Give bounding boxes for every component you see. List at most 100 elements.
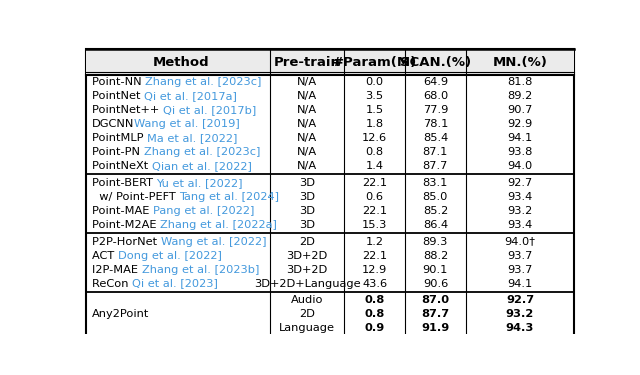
Text: PointNeXt: PointNeXt: [92, 161, 152, 171]
Text: 87.0: 87.0: [421, 296, 449, 306]
FancyBboxPatch shape: [86, 50, 574, 75]
Text: 3D+2D+Language: 3D+2D+Language: [254, 279, 360, 289]
Text: 93.2: 93.2: [506, 309, 534, 320]
Text: 64.9: 64.9: [423, 77, 448, 87]
Text: 92.7: 92.7: [508, 178, 532, 188]
Text: P2P-HorNet: P2P-HorNet: [92, 237, 161, 247]
Text: Point-BERT: Point-BERT: [92, 178, 157, 188]
Text: 83.1: 83.1: [422, 178, 448, 188]
Text: 22.1: 22.1: [362, 251, 387, 261]
Text: Method: Method: [152, 56, 209, 69]
Text: 1.5: 1.5: [365, 105, 384, 115]
Text: 90.1: 90.1: [422, 265, 448, 274]
Text: 81.8: 81.8: [508, 77, 532, 87]
Text: Zhang et al. [2022a]: Zhang et al. [2022a]: [160, 220, 277, 230]
Text: 94.0: 94.0: [508, 161, 532, 171]
Text: Language: Language: [279, 324, 335, 333]
Text: N/A: N/A: [297, 147, 317, 157]
FancyBboxPatch shape: [86, 50, 574, 338]
Text: Qi et al. [2017b]: Qi et al. [2017b]: [163, 105, 256, 115]
Text: I2P-MAE: I2P-MAE: [92, 265, 141, 274]
Text: 85.4: 85.4: [423, 133, 448, 143]
Text: Qian et al. [2022]: Qian et al. [2022]: [152, 161, 252, 171]
Text: 2D: 2D: [300, 237, 315, 247]
Text: 3.5: 3.5: [365, 91, 384, 101]
Text: 87.7: 87.7: [421, 309, 449, 320]
Text: 86.4: 86.4: [423, 220, 448, 230]
Text: 89.2: 89.2: [508, 91, 532, 101]
Text: 3D: 3D: [299, 206, 315, 216]
Text: 3D: 3D: [299, 220, 315, 230]
Text: 93.4: 93.4: [508, 220, 532, 230]
Text: Zhang et al. [2023c]: Zhang et al. [2023c]: [143, 147, 260, 157]
Text: 0.8: 0.8: [365, 147, 384, 157]
Text: 78.1: 78.1: [422, 119, 448, 129]
Text: 0.8: 0.8: [365, 296, 385, 306]
Text: PointMLP: PointMLP: [92, 133, 147, 143]
Text: 93.8: 93.8: [508, 147, 532, 157]
Text: Any2Point: Any2Point: [92, 309, 149, 320]
Text: ReCon: ReCon: [92, 279, 132, 289]
Text: Point-MAE: Point-MAE: [92, 206, 153, 216]
Text: 85.2: 85.2: [423, 206, 448, 216]
Text: N/A: N/A: [297, 133, 317, 143]
Text: N/A: N/A: [297, 91, 317, 101]
Text: DGCNN: DGCNN: [92, 119, 134, 129]
Text: 1.4: 1.4: [365, 161, 383, 171]
Text: Qi et al. [2023]: Qi et al. [2023]: [132, 279, 218, 289]
Text: MN.(%): MN.(%): [493, 56, 547, 69]
Text: 94.1: 94.1: [508, 279, 532, 289]
Text: 15.3: 15.3: [362, 220, 387, 230]
Text: 12.9: 12.9: [362, 265, 387, 274]
Text: Audio: Audio: [291, 296, 323, 306]
Text: #Param(M): #Param(M): [333, 56, 417, 69]
Text: 68.0: 68.0: [423, 91, 448, 101]
Text: 12.6: 12.6: [362, 133, 387, 143]
Text: PointNet: PointNet: [92, 91, 144, 101]
Text: 1.2: 1.2: [365, 237, 383, 247]
Text: 22.1: 22.1: [362, 206, 387, 216]
Text: PointNet++: PointNet++: [92, 105, 163, 115]
Text: 77.9: 77.9: [422, 105, 448, 115]
Text: N/A: N/A: [297, 119, 317, 129]
Text: 91.9: 91.9: [421, 324, 449, 333]
Text: 89.3: 89.3: [422, 237, 448, 247]
Text: 3D: 3D: [299, 192, 315, 202]
Text: Wang et al. [2022]: Wang et al. [2022]: [161, 237, 266, 247]
Text: 0.9: 0.9: [365, 324, 385, 333]
Text: Zhang et al. [2023b]: Zhang et al. [2023b]: [141, 265, 259, 274]
Text: Tang et al. [2024]: Tang et al. [2024]: [179, 192, 279, 202]
Text: Point-PN: Point-PN: [92, 147, 143, 157]
Text: 93.7: 93.7: [508, 251, 532, 261]
Text: 88.2: 88.2: [423, 251, 448, 261]
Text: 3D+2D: 3D+2D: [287, 251, 328, 261]
Text: Pre-train: Pre-train: [274, 56, 340, 69]
Text: 94.1: 94.1: [508, 133, 532, 143]
Text: Zhang et al. [2023c]: Zhang et al. [2023c]: [145, 77, 262, 87]
Text: 92.7: 92.7: [506, 296, 534, 306]
Text: 43.6: 43.6: [362, 279, 387, 289]
Text: N/A: N/A: [297, 77, 317, 87]
Text: Point-M2AE: Point-M2AE: [92, 220, 160, 230]
Text: Wang et al. [2019]: Wang et al. [2019]: [134, 119, 240, 129]
Text: N/A: N/A: [297, 161, 317, 171]
Text: 2D: 2D: [300, 309, 315, 320]
Text: ACT: ACT: [92, 251, 118, 261]
Text: 87.7: 87.7: [422, 161, 448, 171]
Text: 93.7: 93.7: [508, 265, 532, 274]
Text: 90.7: 90.7: [508, 105, 532, 115]
Text: 92.9: 92.9: [508, 119, 532, 129]
Text: 1.8: 1.8: [365, 119, 384, 129]
Text: 0.8: 0.8: [365, 309, 385, 320]
Text: 3D+2D: 3D+2D: [287, 265, 328, 274]
Text: 93.2: 93.2: [508, 206, 532, 216]
Text: Yu et al. [2022]: Yu et al. [2022]: [157, 178, 243, 188]
Text: Qi et al. [2017a]: Qi et al. [2017a]: [144, 91, 237, 101]
Text: 93.4: 93.4: [508, 192, 532, 202]
Text: 0.6: 0.6: [365, 192, 383, 202]
Text: w/ Point-PEFT: w/ Point-PEFT: [92, 192, 179, 202]
Text: 22.1: 22.1: [362, 178, 387, 188]
Text: Point-NN: Point-NN: [92, 77, 145, 87]
Text: 87.1: 87.1: [422, 147, 448, 157]
Text: 3D: 3D: [299, 178, 315, 188]
